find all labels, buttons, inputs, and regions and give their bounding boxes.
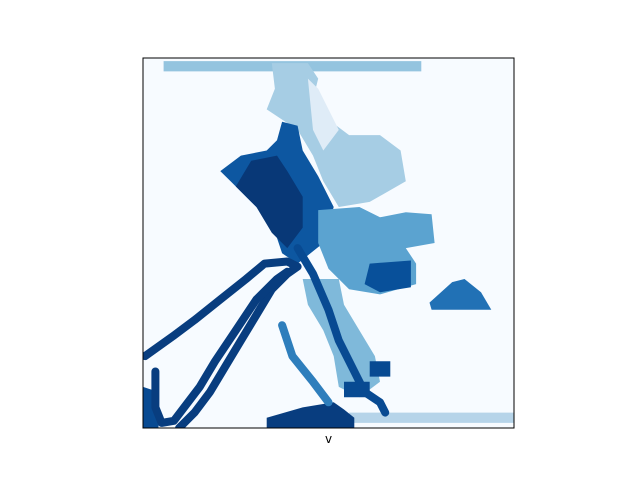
heatmap-region-bottom-blob (266, 402, 355, 428)
heatmap-contour-left-band-outer (143, 257, 302, 428)
x-axis-label: v (324, 432, 333, 446)
heatmap-region-center-dark (235, 155, 303, 249)
plot-frame (142, 57, 515, 429)
heatmap-contour-left-band-inner (151, 267, 292, 427)
heatmap-region-upper-wisp-core (307, 78, 339, 151)
heatmap-contour-diag-line (293, 244, 390, 417)
heatmap-region-right-wing-dark (364, 260, 411, 293)
heatmap-region-lower-dark-1 (369, 361, 391, 377)
heatmap-region-right-bottom-strip (349, 412, 514, 423)
heatmap-region-triangle (429, 279, 492, 310)
heatmap-contour-edge-line (278, 321, 333, 407)
heatmap-region-upper-wisp (266, 63, 406, 207)
